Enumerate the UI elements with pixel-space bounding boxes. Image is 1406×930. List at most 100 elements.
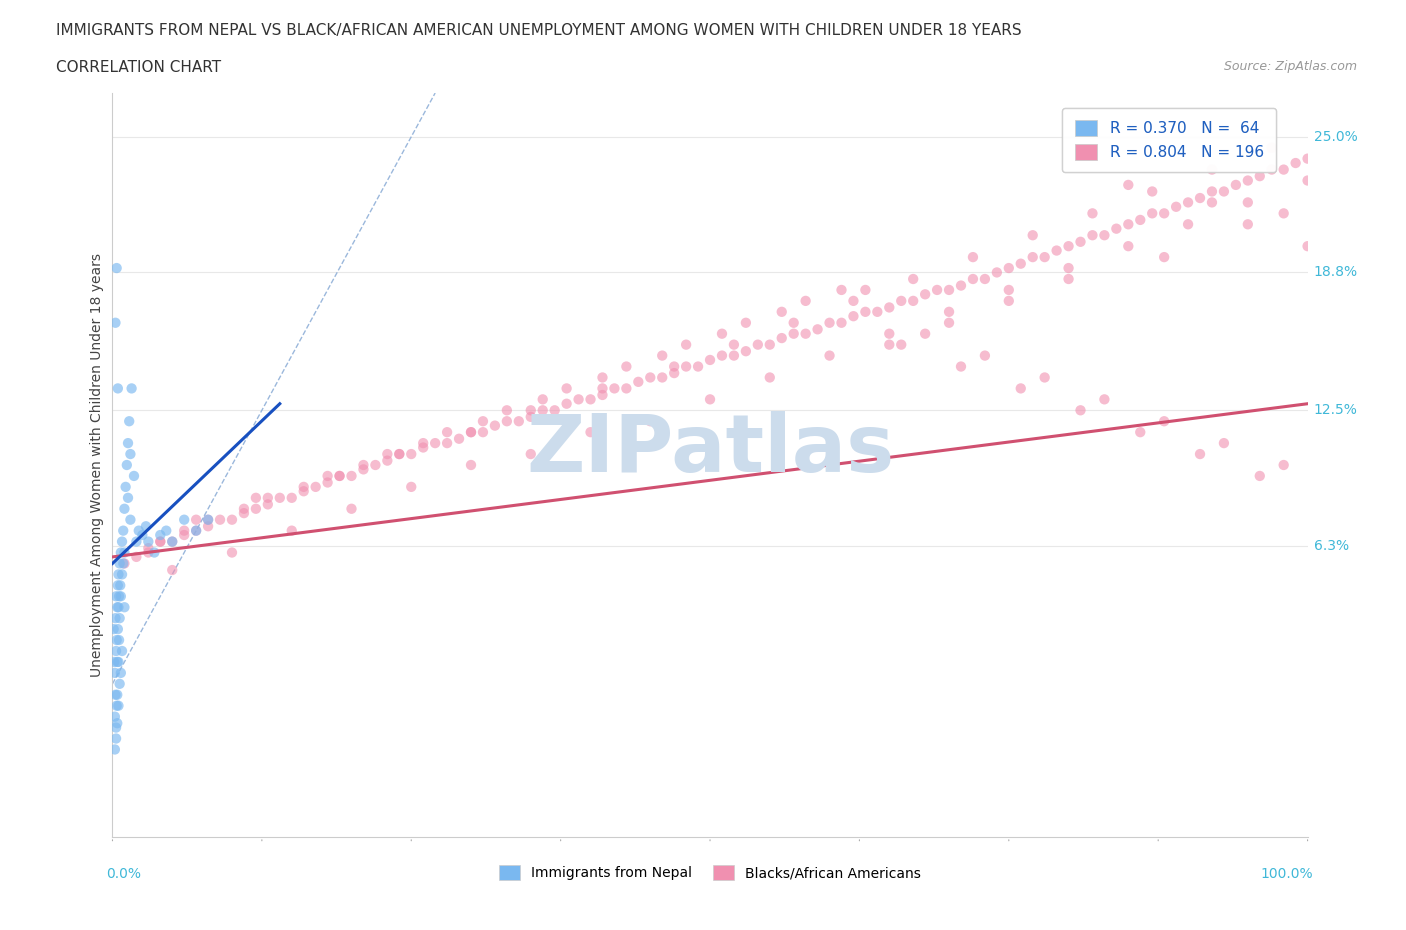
- Text: 6.3%: 6.3%: [1313, 539, 1348, 553]
- Point: [377, 453, 399, 468]
- Point: [162, 534, 183, 549]
- Point: [759, 338, 782, 352]
- Point: [938, 315, 960, 330]
- Point: [197, 519, 219, 534]
- Point: [110, 589, 132, 604]
- Point: [890, 338, 912, 352]
- Point: [496, 403, 519, 418]
- Point: [866, 304, 889, 319]
- Point: [472, 425, 495, 440]
- Point: [197, 512, 219, 527]
- Point: [149, 534, 172, 549]
- Point: [316, 475, 339, 490]
- Point: [107, 567, 129, 582]
- Point: [651, 370, 673, 385]
- Point: [131, 527, 153, 542]
- Point: [879, 300, 901, 315]
- Point: [112, 524, 135, 538]
- Point: [783, 326, 806, 341]
- Text: 25.0%: 25.0%: [1313, 130, 1357, 144]
- Text: Source: ZipAtlas.com: Source: ZipAtlas.com: [1223, 60, 1357, 73]
- Point: [640, 370, 662, 385]
- Point: [257, 490, 280, 505]
- Point: [114, 556, 135, 571]
- Point: [1201, 162, 1223, 177]
- Point: [162, 534, 183, 549]
- Point: [711, 348, 734, 363]
- Y-axis label: Unemployment Among Women with Children Under 18 years: Unemployment Among Women with Children U…: [90, 253, 104, 677]
- Point: [890, 294, 912, 309]
- Point: [1166, 199, 1188, 214]
- Point: [531, 403, 554, 418]
- Point: [998, 260, 1021, 275]
- Point: [425, 435, 447, 450]
- Point: [807, 322, 830, 337]
- Point: [794, 294, 817, 309]
- Point: [1189, 191, 1212, 206]
- Point: [377, 446, 399, 461]
- Point: [1118, 217, 1140, 232]
- Point: [616, 359, 638, 374]
- Point: [138, 534, 160, 549]
- Point: [135, 519, 157, 534]
- Point: [108, 611, 131, 626]
- Point: [104, 666, 127, 681]
- Point: [579, 425, 602, 440]
- Point: [1237, 217, 1260, 232]
- Point: [1010, 257, 1032, 272]
- Point: [122, 469, 145, 484]
- Point: [460, 425, 482, 440]
- Point: [1225, 178, 1247, 193]
- Point: [998, 294, 1021, 309]
- Point: [1094, 228, 1116, 243]
- Point: [1249, 469, 1271, 484]
- Point: [1057, 260, 1080, 275]
- Point: [1094, 392, 1116, 406]
- Point: [1272, 206, 1295, 220]
- Point: [120, 512, 142, 527]
- Point: [747, 338, 769, 352]
- Point: [111, 644, 134, 658]
- Point: [472, 414, 495, 429]
- Point: [257, 497, 280, 512]
- Point: [879, 338, 901, 352]
- Point: [105, 260, 128, 275]
- Point: [110, 578, 132, 592]
- Point: [105, 644, 128, 658]
- Point: [1153, 206, 1175, 220]
- Point: [496, 414, 519, 429]
- Point: [107, 578, 129, 592]
- Point: [118, 414, 141, 429]
- Point: [855, 283, 877, 298]
- Point: [292, 484, 315, 498]
- Point: [1046, 243, 1069, 258]
- Point: [783, 315, 806, 330]
- Point: [281, 524, 304, 538]
- Point: [108, 632, 131, 647]
- Point: [162, 563, 183, 578]
- Point: [938, 283, 960, 298]
- Point: [245, 501, 267, 516]
- Point: [112, 556, 135, 571]
- Point: [1010, 381, 1032, 396]
- Point: [842, 309, 865, 324]
- Point: [125, 550, 148, 565]
- Point: [759, 370, 782, 385]
- Point: [269, 490, 291, 505]
- Point: [143, 545, 166, 560]
- Point: [104, 710, 127, 724]
- Point: [117, 435, 139, 450]
- Point: [281, 490, 304, 505]
- Point: [1057, 239, 1080, 254]
- Point: [998, 283, 1021, 298]
- Point: [436, 435, 458, 450]
- Point: [388, 446, 411, 461]
- Point: [555, 396, 578, 411]
- Point: [974, 348, 997, 363]
- Point: [1261, 140, 1284, 155]
- Point: [412, 435, 434, 450]
- Point: [1142, 184, 1164, 199]
- Point: [603, 381, 626, 396]
- Point: [121, 381, 143, 396]
- Point: [114, 501, 135, 516]
